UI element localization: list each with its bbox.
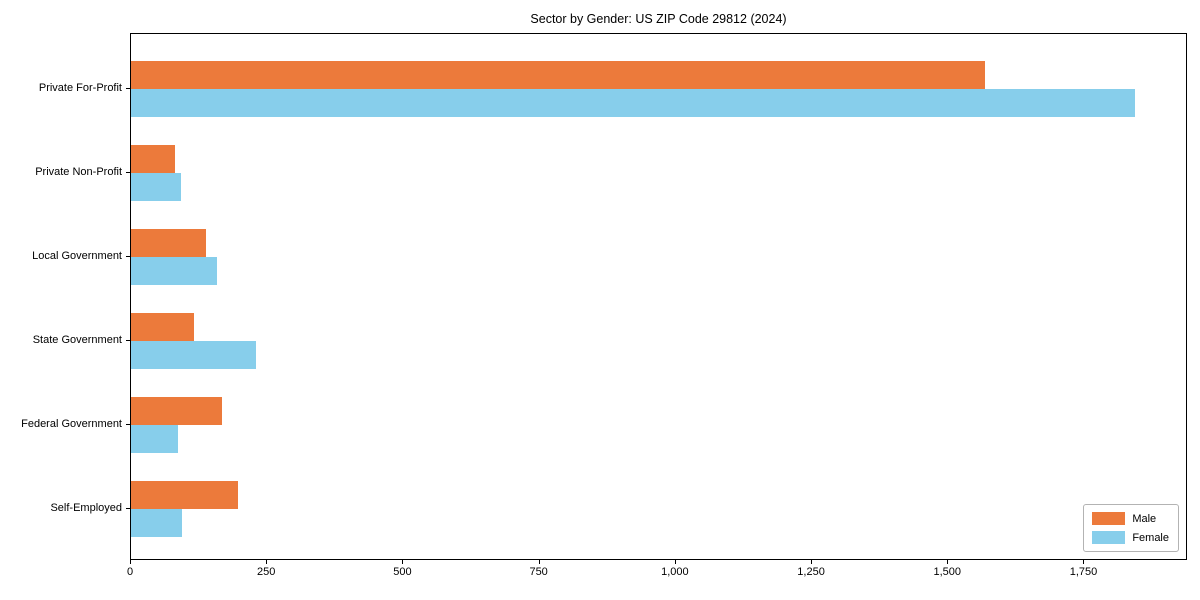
- legend-entry-male: Male: [1092, 512, 1169, 525]
- y-tick: [126, 256, 130, 257]
- plot-area: Male Female: [130, 33, 1187, 560]
- legend-label-female: Female: [1132, 531, 1169, 544]
- male-swatch: [1092, 512, 1126, 525]
- y-label-self-employed: Self-Employed: [50, 502, 122, 514]
- y-label-private-non-profit: Private Non-Profit: [35, 166, 122, 178]
- bar-male-federal-government: [131, 397, 222, 425]
- legend-label-male: Male: [1132, 512, 1157, 525]
- x-tick: [1083, 560, 1085, 564]
- bar-female-federal-government: [131, 425, 179, 453]
- x-tick-label: 500: [393, 566, 412, 578]
- bar-female-private-for-profit: [131, 89, 1136, 117]
- bar-male-self-employed: [131, 481, 238, 509]
- y-tick: [126, 424, 130, 425]
- x-tick: [266, 560, 268, 564]
- legend: Male Female: [1083, 504, 1179, 552]
- bar-female-state-government: [131, 341, 257, 369]
- bar-female-private-non-profit: [131, 173, 181, 201]
- female-swatch: [1092, 531, 1126, 544]
- bar-female-local-government: [131, 257, 218, 285]
- x-tick: [130, 560, 131, 564]
- bar-male-private-non-profit: [131, 145, 176, 173]
- x-tick: [811, 560, 813, 564]
- bar-male-state-government: [131, 313, 194, 341]
- x-tick-label: 1,750: [1069, 566, 1098, 578]
- y-tick: [126, 172, 130, 173]
- x-tick-label: 1,000: [661, 566, 689, 578]
- bar-male-private-for-profit: [131, 61, 986, 89]
- y-label-state-government: State Government: [32, 334, 122, 346]
- y-tick: [126, 88, 130, 89]
- y-tick: [126, 508, 130, 509]
- y-tick: [126, 340, 130, 341]
- x-tick-label: 1,250: [797, 566, 825, 578]
- x-tick: [947, 560, 949, 564]
- x-tick-label: 1,500: [933, 566, 962, 578]
- y-label-federal-government: Federal Government: [21, 418, 122, 430]
- x-tick-label: 750: [529, 566, 548, 578]
- y-label-local-government: Local Government: [32, 250, 122, 262]
- x-tick-label: 250: [257, 566, 276, 578]
- chart-title: Sector by Gender: US ZIP Code 29812 (202…: [530, 12, 787, 26]
- bar-female-self-employed: [131, 509, 183, 537]
- x-tick: [674, 560, 676, 564]
- x-tick: [402, 560, 404, 564]
- x-tick-label: 0: [126, 566, 134, 578]
- x-tick: [538, 560, 540, 564]
- bar-male-local-government: [131, 229, 207, 257]
- legend-entry-female: Female: [1092, 531, 1169, 544]
- y-label-private-for-profit: Private For-Profit: [38, 82, 122, 94]
